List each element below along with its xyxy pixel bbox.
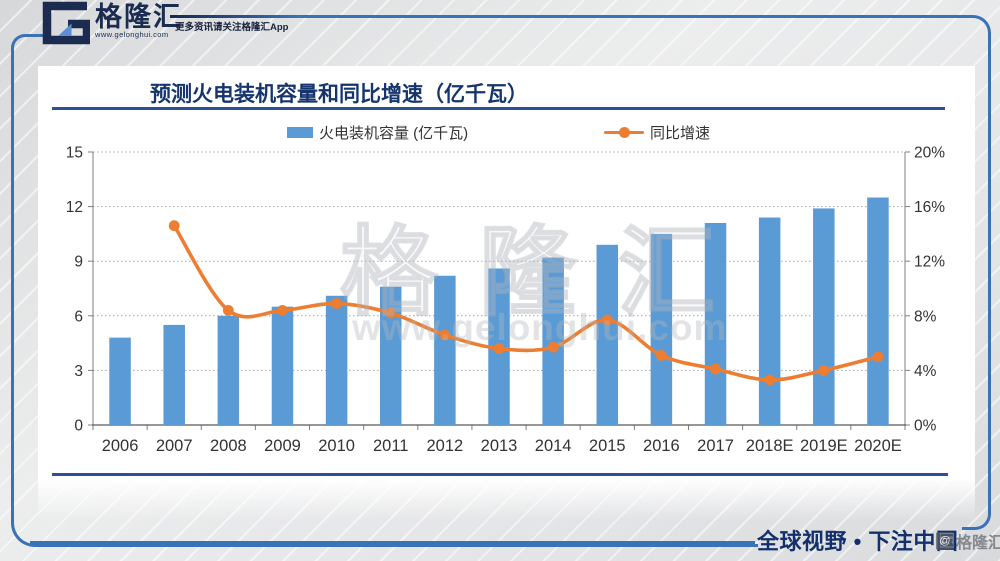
right-axis-label: 16%: [914, 199, 945, 216]
growth-point: [331, 298, 342, 309]
gelonghui-logo-icon: [40, 1, 92, 50]
left-axis-label: 0: [74, 418, 83, 435]
legend-label-capacity: 火电装机容量 (亿千瓦): [319, 124, 469, 142]
growth-point: [656, 349, 667, 361]
frame-left-line: [11, 48, 758, 547]
right-axis-label: 12%: [914, 254, 945, 271]
growth-point: [168, 220, 180, 232]
title-underline: [52, 107, 945, 110]
bar-2015: [596, 244, 619, 425]
x-axis-label: 2009: [264, 437, 301, 455]
bar-2011: [379, 286, 402, 425]
growth-point: [764, 374, 776, 386]
bar-2010: [325, 295, 348, 425]
growth-point: [710, 363, 721, 375]
bar-2020E: [867, 197, 889, 425]
bar-2007: [163, 324, 185, 425]
left-axis-label: 15: [66, 145, 83, 162]
legend-label-growth: 同比增速: [650, 124, 711, 142]
x-axis-label: 2013: [481, 437, 518, 455]
growth-point: [385, 307, 397, 319]
chart-title: 预测火电装机容量和同比增速（亿千瓦）: [150, 83, 528, 106]
bar-2017: [704, 222, 727, 425]
bar-2006: [109, 337, 131, 425]
right-axis-label: 8%: [914, 308, 937, 325]
frame-top-dark-segment: [170, 15, 300, 18]
header-tagline: 更多资讯请关注格隆汇App: [175, 22, 289, 33]
growth-point: [601, 314, 613, 326]
x-axis-label: 2008: [210, 437, 247, 455]
legend-item-growth: 同比增速: [604, 124, 711, 142]
footer-line: [30, 541, 755, 544]
bar-2009: [271, 306, 294, 425]
bar-2019E: [813, 208, 835, 425]
frame-bottom-right-corner: [962, 498, 991, 530]
growth-point: [222, 304, 234, 316]
growth-point: [277, 304, 288, 316]
footer-slogan: 全球视野 • 下注中国: [757, 529, 959, 554]
left-axis-label: 6: [74, 308, 83, 325]
capacity-growth-chart: 0 0% 3 4% 6 8% 9 12% 12 16% 15 20% 2006 2007 2008 2009 2…: [66, 145, 945, 456]
bar-2012: [434, 275, 456, 425]
card-bottom-rule: [52, 473, 948, 476]
x-axis-label: 2015: [589, 437, 626, 455]
growth-point: [493, 343, 505, 354]
legend-bar-swatch: [287, 126, 313, 138]
legend-line-swatch: [604, 124, 644, 140]
bar-2014: [542, 257, 564, 425]
left-axis-label: 3: [74, 363, 83, 380]
logo-brand-text: 格隆汇: [95, 2, 182, 32]
right-axis-label: 4%: [914, 363, 937, 380]
x-axis-label: 2018E: [746, 437, 794, 455]
chart-card-fade: [38, 478, 975, 520]
x-axis-label: 2019E: [800, 437, 848, 455]
x-axis-label: 2020E: [854, 437, 902, 455]
growth-point: [439, 329, 451, 341]
x-axis-label: 2011: [373, 437, 408, 455]
x-axis-label: 2016: [643, 437, 680, 455]
footer-watermark-label: 格隆汇: [956, 535, 1000, 552]
growth-point: [872, 351, 884, 363]
frame-left-corner: [11, 34, 44, 53]
right-axis-label: 20%: [914, 145, 945, 162]
bar-2016: [650, 233, 673, 425]
x-axis-label: 2012: [427, 437, 464, 455]
legend-item-capacity: 火电装机容量 (亿千瓦): [287, 124, 469, 142]
x-axis-label: 2014: [535, 437, 572, 455]
footer-watermark: @ 格隆汇: [936, 529, 1000, 553]
x-axis-label: 2006: [102, 437, 139, 455]
left-axis-label: 12: [66, 199, 83, 216]
legend-line-dot: [618, 126, 630, 138]
growth-point: [818, 365, 830, 376]
logo-site-text: www.gelonghui.com: [95, 30, 169, 40]
bar-2018E: [758, 217, 781, 425]
frame-top-right-line: [170, 15, 991, 515]
x-axis-label: 2010: [318, 437, 355, 455]
x-axis-label: 2007: [156, 437, 193, 455]
bar-2008: [217, 315, 240, 425]
x-axis-label: 2017: [697, 437, 734, 455]
gelonghui-logo: 格隆汇 www.gelonghui.com: [40, 1, 182, 50]
right-axis-label: 0%: [914, 418, 937, 435]
growth-point: [547, 341, 559, 353]
footer-watermark-icon: @: [936, 532, 954, 550]
left-axis-label: 9: [74, 254, 83, 271]
